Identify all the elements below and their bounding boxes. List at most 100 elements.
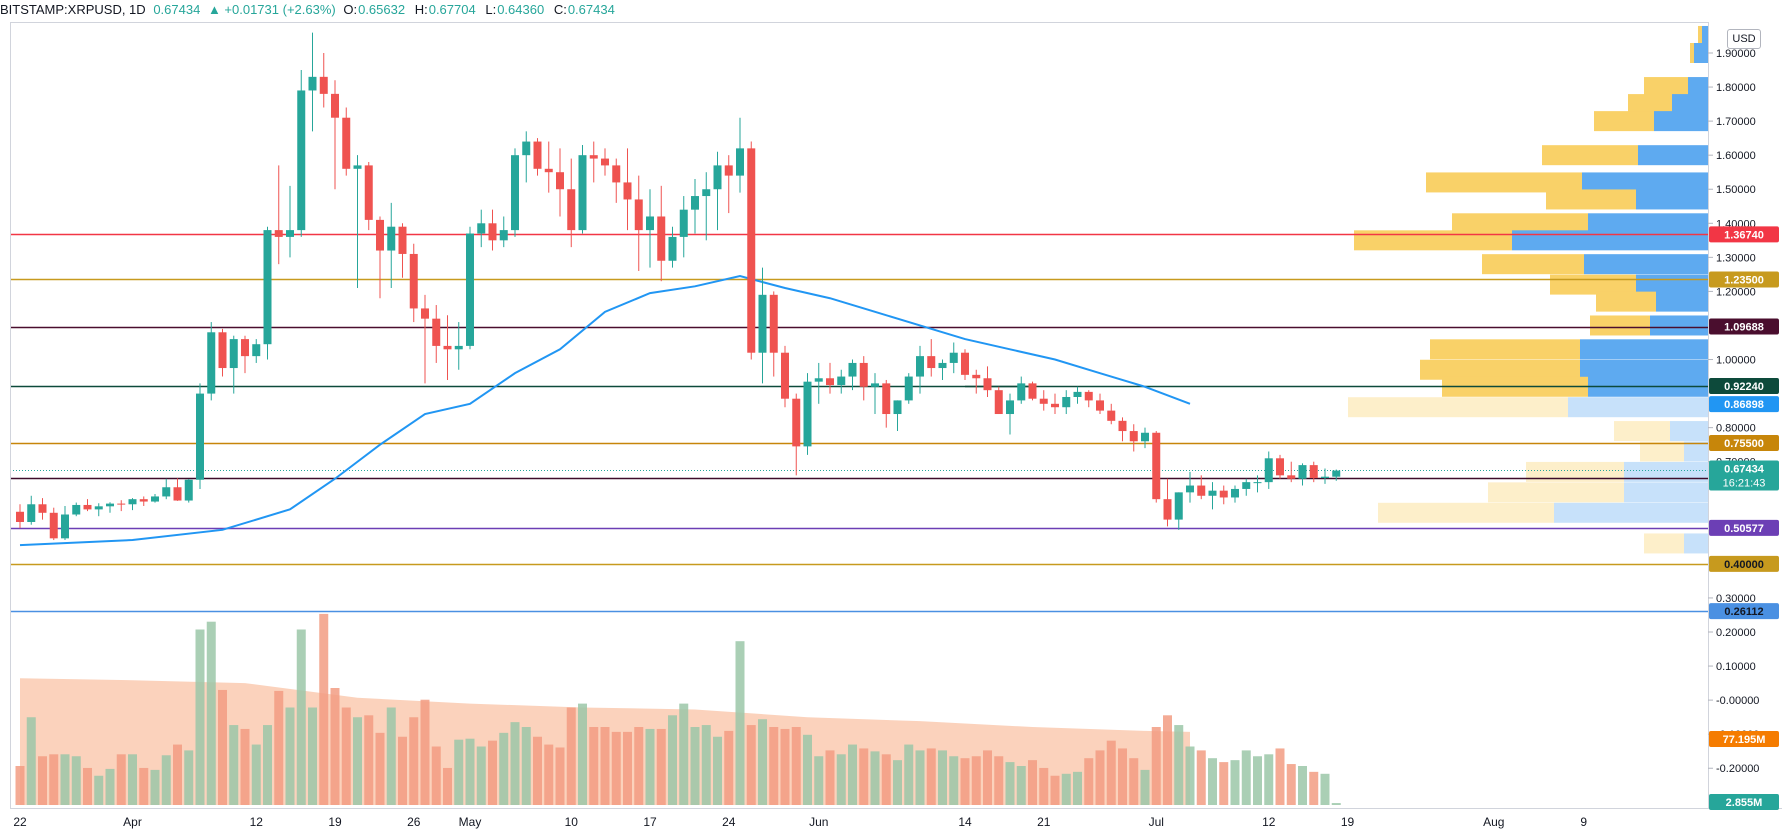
- volume-bar: [521, 727, 531, 805]
- price-tick-label: 1.00000: [1716, 355, 1756, 367]
- candle-body: [612, 165, 621, 183]
- volume-profile-down-bar: [1354, 230, 1512, 251]
- volume-bar: [1230, 760, 1240, 805]
- low-value: 0.64360: [497, 2, 545, 17]
- time-axis[interactable]: 22 Apr 12 19 26 May 10 17 24 Jun 14 21 Jul 12 19 Aug 9: [13, 815, 1587, 829]
- candle-body: [218, 332, 227, 369]
- volume-profile-up-bar: [1580, 339, 1708, 360]
- candle-body: [432, 318, 441, 346]
- candle-body: [117, 503, 126, 505]
- volume-bar: [1039, 767, 1049, 805]
- candle-body: [679, 209, 688, 237]
- candle-body: [511, 155, 519, 231]
- candle-body: [747, 148, 756, 353]
- candle-body: [1253, 482, 1262, 484]
- candle-body: [38, 504, 47, 513]
- close-label: C:: [553, 2, 567, 17]
- candle-body: [72, 504, 81, 515]
- volume-profile-up-bar: [1694, 43, 1708, 63]
- level-price-badge-bg: [1709, 519, 1779, 536]
- volume-bar: [240, 728, 250, 805]
- horizontal-levels[interactable]: [10, 233, 1708, 613]
- level-price-badge-bg: [1709, 555, 1779, 572]
- volume-profile-up-bar: [1624, 482, 1708, 503]
- volume-profile-down-bar: [1644, 77, 1688, 98]
- volume-profile-up-bar: [1584, 254, 1708, 275]
- candle-body: [668, 236, 677, 261]
- volume-profile-up-bar: [1702, 25, 1708, 46]
- price-tick-label: -0.20000: [1716, 763, 1759, 775]
- candle-body: [691, 196, 699, 210]
- volume-bar: [1174, 725, 1184, 805]
- symbol-label[interactable]: BITSTAMP:XRPUSD, 1D: [0, 2, 146, 17]
- volume-bar: [1163, 715, 1172, 805]
- high-value: 0.67704: [428, 2, 476, 17]
- candle-body: [848, 362, 857, 377]
- volume-bar: [38, 756, 47, 805]
- volume-bar: [1028, 760, 1037, 805]
- volume-bar: [814, 756, 824, 805]
- candle-body: [1051, 403, 1059, 408]
- volume-bar: [769, 727, 779, 805]
- volume-profile-up-bar: [1638, 145, 1708, 166]
- volume-bar: [746, 725, 756, 805]
- volume-badge-bg: [1709, 794, 1779, 810]
- volume-bar: [229, 725, 239, 805]
- volume-bar: [938, 750, 947, 805]
- candle-body: [49, 512, 58, 539]
- volume-bar: [161, 755, 171, 805]
- volume-bar: [735, 641, 745, 805]
- price-change: ▲ +0.01731 (+2.63%): [207, 2, 336, 17]
- price-axis-background: [1709, 22, 1782, 808]
- volume-bar: [353, 717, 362, 805]
- candle-body: [488, 223, 497, 241]
- volume-bar: [578, 703, 587, 805]
- volume-bar: [1095, 750, 1105, 805]
- candle-body: [319, 76, 328, 94]
- volume-bar: [701, 725, 711, 805]
- volume-bar: [1061, 773, 1071, 805]
- candle-body: [106, 503, 114, 507]
- volume-bar: [915, 750, 925, 805]
- price-tick-label: 1.70000: [1716, 116, 1756, 128]
- time-axis-label: May: [459, 815, 482, 829]
- volume-profile-down-bar: [1546, 189, 1636, 210]
- candle-body: [1152, 432, 1161, 500]
- volume-bar: [1320, 773, 1330, 805]
- volume-bar: [251, 744, 261, 805]
- candle-body: [353, 165, 362, 169]
- volume-profile-down-bar: [1614, 421, 1670, 442]
- candle-body: [421, 308, 429, 319]
- volume-profile-down-bar: [1596, 291, 1656, 312]
- candle-body: [522, 141, 531, 156]
- candle-body: [623, 182, 632, 200]
- level-price-badge-bg: [1709, 434, 1779, 451]
- volume-profile-down-bar: [1488, 482, 1624, 503]
- candle-body: [1084, 391, 1093, 401]
- candle-body: [1129, 431, 1138, 442]
- level-price-badge: 0.40000: [1724, 559, 1764, 571]
- candle-body: [286, 230, 294, 237]
- price-axis[interactable]: 1.900001.800001.700001.600001.500001.400…: [1708, 48, 1759, 775]
- candle-body: [871, 383, 879, 387]
- candle-body: [1287, 475, 1296, 479]
- level-price-badge: 0.50577: [1724, 523, 1764, 535]
- volume-badge: 2.855M: [1726, 797, 1763, 809]
- volume-bar: [94, 775, 104, 805]
- time-axis-label: 14: [958, 815, 972, 829]
- volume-profile-down-bar: [1420, 359, 1580, 380]
- volume-bar: [476, 746, 486, 805]
- volume-bar: [263, 725, 272, 805]
- volume-profile-down-bar: [1378, 502, 1554, 523]
- volume-bar: [1196, 750, 1206, 805]
- volume-profile-down-bar: [1594, 111, 1654, 132]
- volume-bar: [330, 688, 340, 805]
- candle-body: [27, 504, 36, 522]
- volume-profile-up-bar: [1588, 213, 1708, 234]
- candle-body: [1332, 470, 1341, 477]
- candle-body: [499, 230, 508, 241]
- currency-button[interactable]: USD: [1727, 29, 1761, 49]
- volume-bar: [803, 734, 812, 805]
- price-tick-label: 0.20000: [1716, 627, 1756, 639]
